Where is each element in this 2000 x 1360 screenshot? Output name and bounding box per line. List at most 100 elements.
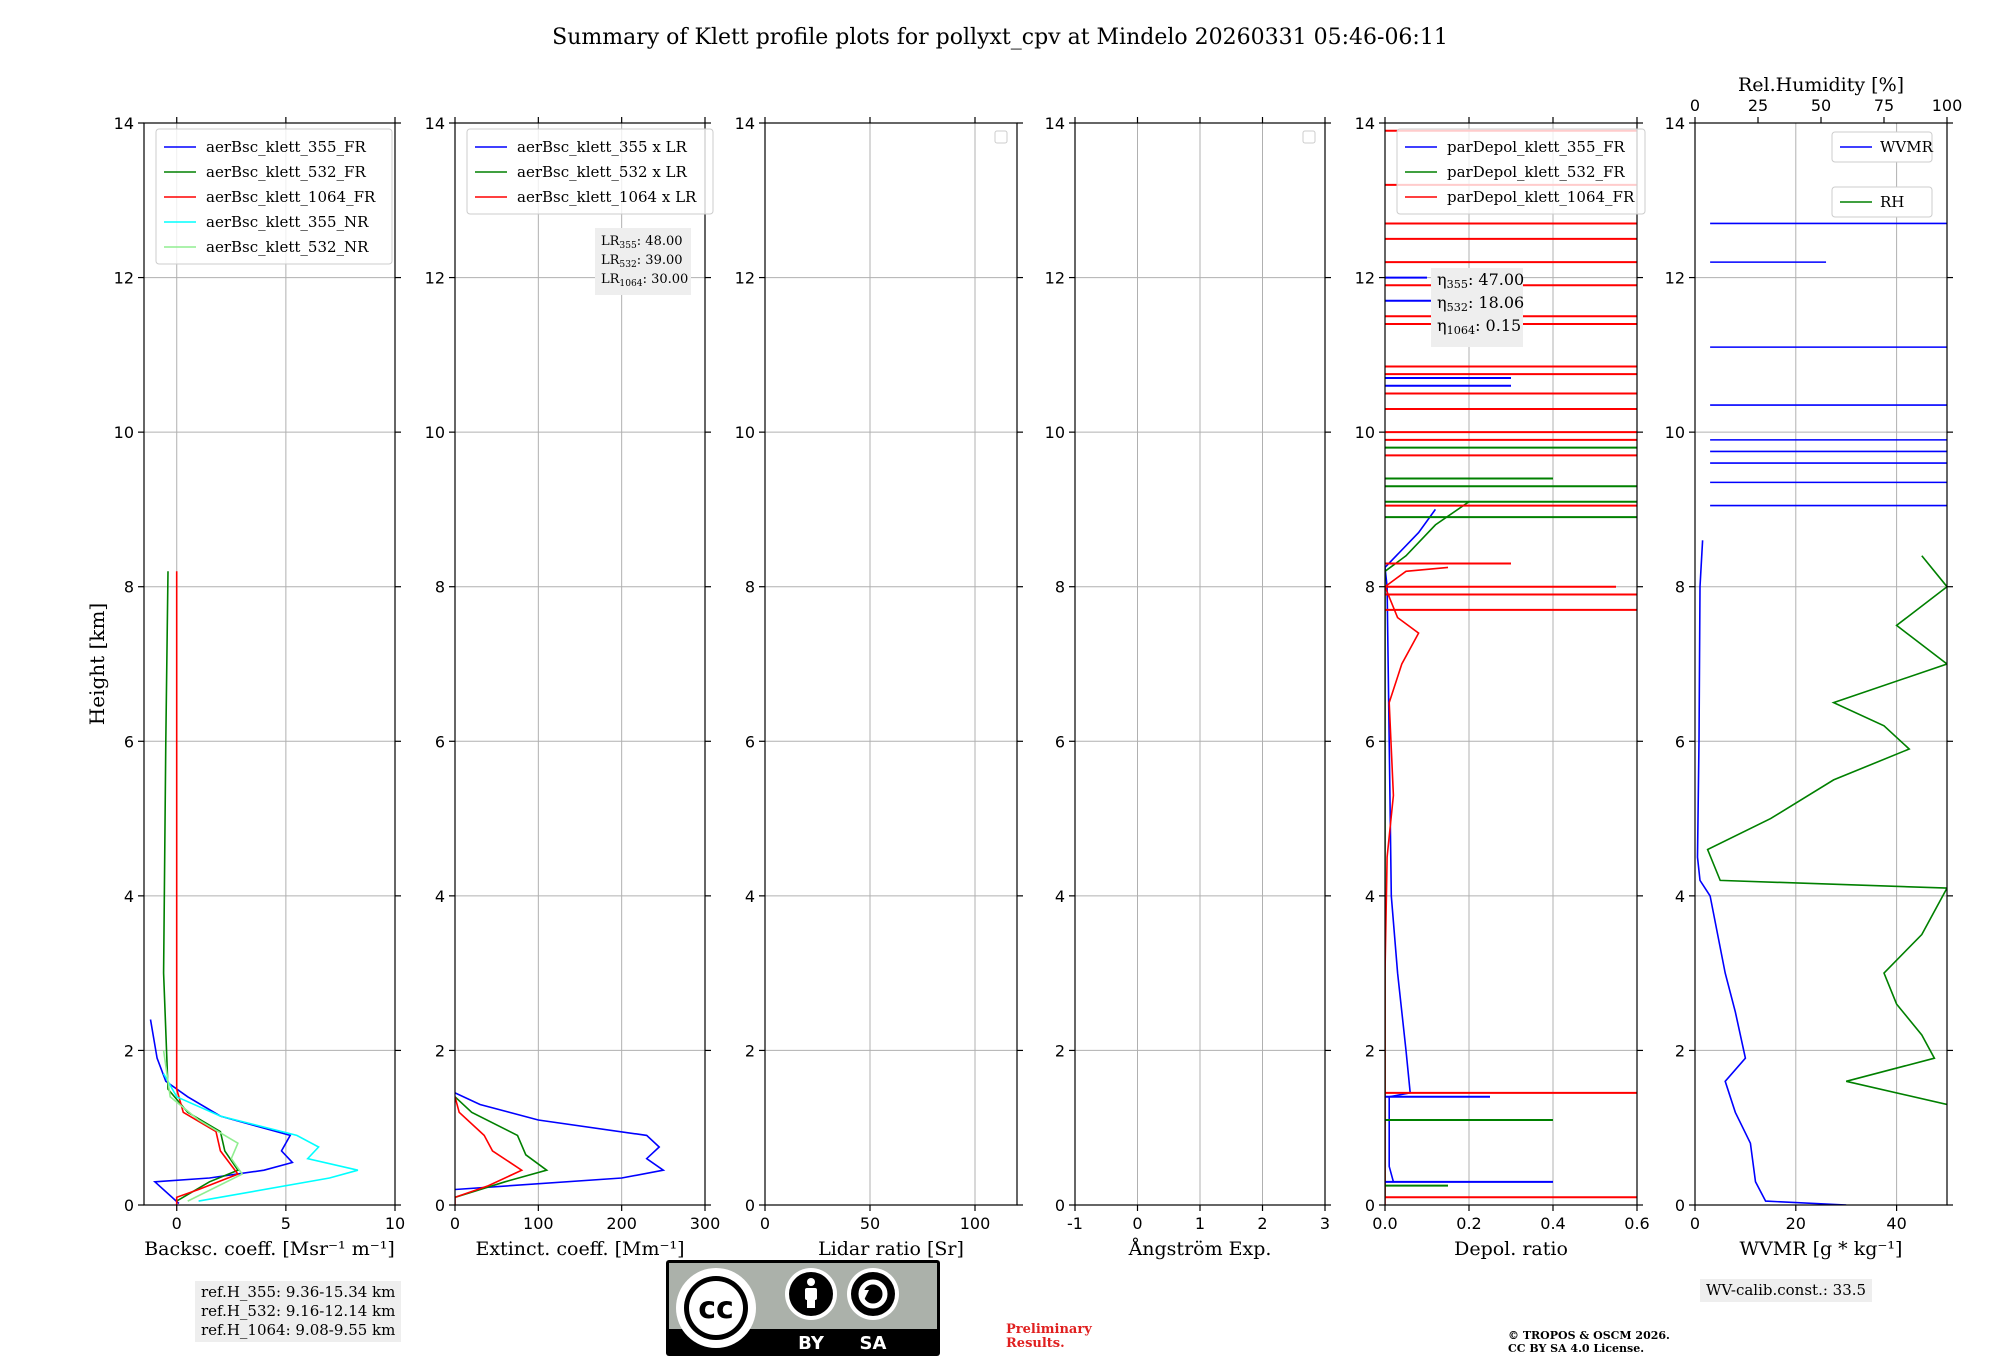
y-tick-label: 2: [1055, 1041, 1065, 1060]
legend-label: parDepol_klett_532_FR: [1447, 163, 1625, 181]
y-tick-label: 14: [1355, 114, 1375, 133]
top-tick-label: 50: [1811, 96, 1831, 115]
empty-legend-box: [1302, 130, 1316, 144]
x-tick-label: 20: [1786, 1214, 1806, 1233]
legend-label: aerBsc_klett_355_NR: [206, 213, 369, 231]
y-tick-label: 8: [745, 578, 755, 597]
top-tick-label: 75: [1874, 96, 1894, 115]
y-tick-label: 10: [425, 423, 445, 442]
y-tick-label: 12: [735, 269, 755, 288]
y-tick-label: 4: [124, 887, 134, 906]
y-tick-label: 8: [124, 578, 134, 597]
preliminary-results-note: Preliminary Results.: [1006, 1323, 1092, 1351]
annotation-line: LR1064: 30.00: [601, 272, 688, 289]
cc-by-label: BY: [798, 1333, 825, 1354]
y-tick-label: 6: [745, 732, 755, 751]
x-tick-label: 0.6: [1624, 1214, 1649, 1233]
y-tick-label: 6: [1055, 732, 1065, 751]
legend-label: aerBsc_klett_532_FR: [206, 163, 366, 181]
wv-calibration-box: WV-calib.const.: 33.5: [1700, 1279, 1873, 1302]
top-tick-label: 100: [1932, 96, 1963, 115]
refh-532: ref.H_532: 9.16-12.14 km: [201, 1302, 396, 1320]
x-axis-label: Depol. ratio: [1454, 1238, 1568, 1260]
x-tick-label: 40: [1886, 1214, 1906, 1233]
cc-sa-label: SA: [860, 1333, 887, 1354]
panel-wvmr-rh: 0 2 4 6 8 10 12 14 0 20 40 WVMR [g * kg⁻¹] 0 25 50 75 10…: [1665, 74, 1963, 1260]
empty-legend-box: [994, 130, 1008, 144]
legend: WVMR RH: [1831, 131, 1934, 218]
y-tick-label: 12: [1665, 269, 1685, 288]
panel-depolarization: 0 2 4 6 8 10 12 14 0.0 0.2 0.4 0.6 Depol. ratio parDe…: [1355, 114, 1650, 1260]
y-tick-label: 4: [1675, 887, 1685, 906]
series-group: [1385, 129, 1637, 1205]
x-tick-label: 0: [1132, 1214, 1142, 1233]
y-tick-label: 12: [425, 269, 445, 288]
x-tick-label: 100: [960, 1214, 991, 1233]
legend-label: parDepol_klett_355_FR: [1447, 138, 1625, 156]
legend-label: WVMR: [1880, 138, 1934, 156]
y-tick-label: 10: [1355, 423, 1375, 442]
legend-label: aerBsc_klett_1064 x LR: [517, 188, 697, 206]
annotation-line: LR355: 48.00: [601, 234, 683, 251]
legend-label: aerBsc_klett_355_FR: [206, 138, 366, 156]
y-tick-label: 12: [1045, 269, 1065, 288]
y-tick-label: 2: [1675, 1041, 1685, 1060]
series-line-aerBsc_klett_532_FR: [162, 571, 240, 1202]
y-tick-label: 6: [435, 732, 445, 751]
refh-1064: ref.H_1064: 9.08-9.55 km: [201, 1321, 396, 1339]
x-tick-label: 200: [606, 1214, 637, 1233]
y-tick-label: 4: [1365, 887, 1375, 906]
y-tick-label: 12: [1355, 269, 1375, 288]
y-tick-label: 6: [1365, 732, 1375, 751]
y-tick-label: 0: [1675, 1196, 1685, 1215]
x-tick-label: 50: [860, 1214, 880, 1233]
y-tick-label: 2: [1365, 1041, 1375, 1060]
x-tick-label: 0.4: [1540, 1214, 1565, 1233]
x-tick-label: 100: [523, 1214, 554, 1233]
axes-frame: [1384, 122, 1638, 1206]
y-axis-label: Height [km]: [85, 603, 109, 725]
annotation-line: η532: 18.06: [1437, 293, 1524, 314]
reference-height-box: ref.H_355: 9.36-15.34 km ref.H_532: 9.16…: [195, 1281, 402, 1342]
share-alike-icon: [847, 1268, 899, 1320]
y-tick-label: 14: [425, 114, 445, 133]
y-tick-label: 14: [735, 114, 755, 133]
cc-logo-text: cc: [698, 1291, 734, 1326]
series-group: [1696, 222, 1947, 1205]
y-tick-label: 2: [745, 1041, 755, 1060]
series-line-aerBsc_klett_532_NR: [162, 1050, 244, 1202]
legend: parDepol_klett_355_FR parDepol_klett_532_…: [1396, 128, 1646, 215]
series-line-RH: [1706, 555, 1947, 1106]
by-attribution-icon: [785, 1268, 837, 1320]
legend: aerBsc_klett_355 x LR aerBsc_klett_532 x …: [466, 128, 714, 215]
y-tick-label: 8: [1055, 578, 1065, 597]
y-tick-label: 2: [124, 1041, 134, 1060]
x-tick-label: 5: [281, 1214, 291, 1233]
copyright-line-2: CC BY SA 4.0 License.: [1508, 1342, 1645, 1355]
y-tick-label: 6: [124, 732, 134, 751]
x-tick-label: 0: [450, 1214, 460, 1233]
x-tick-label: 10: [385, 1214, 405, 1233]
preliminary-line-1: Preliminary: [1006, 1322, 1092, 1337]
y-tick-label: 10: [735, 423, 755, 442]
y-tick-label: 0: [124, 1196, 134, 1215]
copyright-line-1: © TROPOS & OSCM 2026.: [1508, 1329, 1670, 1342]
axes-frame: [764, 122, 1018, 1206]
legend-label: aerBsc_klett_1064_FR: [206, 188, 376, 206]
x-axis-label: WVMR [g * kg⁻¹]: [1740, 1238, 1903, 1260]
legend: aerBsc_klett_355_FR aerBsc_klett_532_FRae…: [155, 128, 393, 265]
wv-calib-const: WV-calib.const.: 33.5: [1706, 1281, 1867, 1299]
y-tick-label: 0: [1365, 1196, 1375, 1215]
series-line-aerBsc_klett_355 x LR: [455, 1092, 666, 1191]
panel-lidar-ratio: 0 2 4 6 8 10 12 14 0 50 100 Lidar ratio [Sr]: [735, 114, 1023, 1260]
x-tick-label: 0: [1690, 1214, 1700, 1233]
x-axis-label: Ångström Exp.: [1128, 1238, 1272, 1260]
y-tick-label: 14: [1665, 114, 1685, 133]
x-axis-label: Lidar ratio [Sr]: [818, 1238, 964, 1260]
legend-label: aerBsc_klett_355 x LR: [517, 138, 688, 156]
series-line-parDepol_klett_355_FR: [1385, 508, 1437, 1183]
x-tick-label: 3: [1320, 1214, 1330, 1233]
x-axis-label: Extinct. coeff. [Mm⁻¹]: [475, 1238, 684, 1260]
x-tick-label: 0.2: [1456, 1214, 1481, 1233]
